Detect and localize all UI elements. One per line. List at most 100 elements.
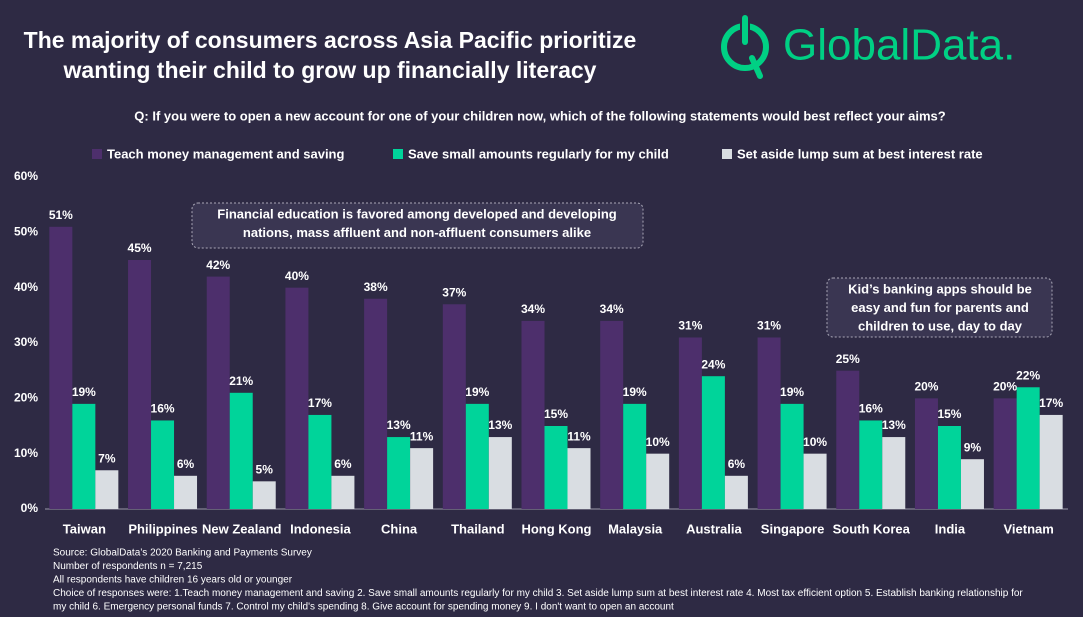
bar <box>600 320 624 509</box>
x-tick-label: Indonesia <box>290 521 351 536</box>
x-tick-label: New Zealand <box>202 521 282 536</box>
data-label: 13% <box>387 418 411 432</box>
bar <box>364 298 388 509</box>
bar <box>882 437 906 509</box>
footnote: my child 6. Emergency personal funds 7. … <box>53 602 674 613</box>
bar <box>678 337 702 509</box>
bar <box>859 420 883 509</box>
data-label: 34% <box>521 302 545 316</box>
data-label: 11% <box>410 429 434 443</box>
footnote: All respondents have children 16 years o… <box>53 575 293 586</box>
annotation-text: Kid’s banking apps should be <box>848 281 1032 296</box>
bar <box>521 320 545 509</box>
x-tick-label: South Korea <box>833 521 911 536</box>
annotation-text: Financial education is favored among dev… <box>217 206 617 221</box>
y-tick-label: 30% <box>14 335 38 349</box>
data-label: 19% <box>623 385 647 399</box>
data-label: 20% <box>993 380 1017 394</box>
bar <box>993 398 1017 509</box>
bar <box>724 475 748 509</box>
bar <box>803 453 827 509</box>
bar <box>757 337 781 509</box>
data-label: 6% <box>177 457 195 471</box>
x-tick-label: China <box>381 521 418 536</box>
data-label: 40% <box>285 269 309 283</box>
data-label: 13% <box>488 418 512 432</box>
bar <box>937 426 961 509</box>
bar <box>623 403 647 509</box>
bar <box>308 414 332 509</box>
bar <box>1016 387 1040 509</box>
bar <box>567 448 591 509</box>
bar <box>387 437 411 509</box>
y-tick-label: 0% <box>21 501 39 515</box>
data-label: 22% <box>1016 368 1040 382</box>
data-label: 20% <box>914 380 938 394</box>
data-label: 24% <box>701 357 725 371</box>
data-label: 34% <box>600 302 624 316</box>
bar <box>780 403 804 509</box>
bar <box>836 370 860 509</box>
data-label: 25% <box>836 352 860 366</box>
data-label: 38% <box>364 280 388 294</box>
x-tick-label: Taiwan <box>63 521 106 536</box>
bar <box>465 403 489 509</box>
x-tick-label: Singapore <box>761 521 825 536</box>
y-tick-label: 60% <box>14 169 38 183</box>
legend-swatch <box>722 149 732 159</box>
x-tick-label: Hong Kong <box>521 521 591 536</box>
annotation-text: easy and fun for parents and <box>851 300 1029 315</box>
data-label: 10% <box>803 435 827 449</box>
chart-subtitle: Q: If you were to open a new account for… <box>134 108 945 123</box>
x-tick-label: Australia <box>686 521 742 536</box>
bar <box>914 398 938 509</box>
annotation-text: nations, mass affluent and non-affluent … <box>243 225 591 240</box>
bar <box>128 260 152 509</box>
data-label: 19% <box>780 385 804 399</box>
data-label: 6% <box>728 457 746 471</box>
bar <box>49 226 73 510</box>
data-label: 15% <box>937 407 961 421</box>
data-label: 19% <box>72 385 96 399</box>
x-tick-label: Philippines <box>128 521 197 536</box>
x-tick-label: India <box>935 521 966 536</box>
data-label: 17% <box>308 396 332 410</box>
bar <box>442 304 466 509</box>
footnote: Number of respondents n = 7,215 <box>53 561 203 572</box>
bar <box>151 420 175 509</box>
data-label: 37% <box>442 285 466 299</box>
data-label: 10% <box>646 435 670 449</box>
data-label: 6% <box>334 457 352 471</box>
data-label: 11% <box>567 429 591 443</box>
data-label: 51% <box>49 208 73 222</box>
data-label: 17% <box>1039 396 1063 410</box>
bar <box>410 448 434 509</box>
data-label: 31% <box>757 319 781 333</box>
annotation-box <box>191 202 644 249</box>
legend-label: Set aside lump sum at best interest rate <box>737 146 983 161</box>
bar <box>544 426 568 509</box>
chart-title: The majority of consumers across Asia Pa… <box>24 27 637 53</box>
bar <box>72 403 96 509</box>
data-label: 19% <box>465 385 489 399</box>
bar <box>960 459 984 509</box>
y-tick-label: 50% <box>14 225 38 239</box>
bar <box>229 392 253 509</box>
bar <box>646 453 670 509</box>
chart-title: wanting their child to grow up financial… <box>63 57 597 83</box>
bar <box>206 276 230 509</box>
footnote: Choice of responses were: 1.Teach money … <box>53 588 1023 599</box>
bar <box>95 470 119 509</box>
x-tick-label: Thailand <box>451 521 505 536</box>
bar <box>701 376 725 509</box>
legend-swatch <box>393 149 403 159</box>
data-label: 16% <box>151 402 175 416</box>
legend-label: Save small amounts regularly for my chil… <box>408 146 669 161</box>
data-label: 16% <box>859 402 883 416</box>
data-label: 15% <box>544 407 568 421</box>
y-tick-label: 10% <box>14 446 38 460</box>
x-tick-label: Malaysia <box>608 521 663 536</box>
logo-text: GlobalData. <box>783 21 1015 70</box>
